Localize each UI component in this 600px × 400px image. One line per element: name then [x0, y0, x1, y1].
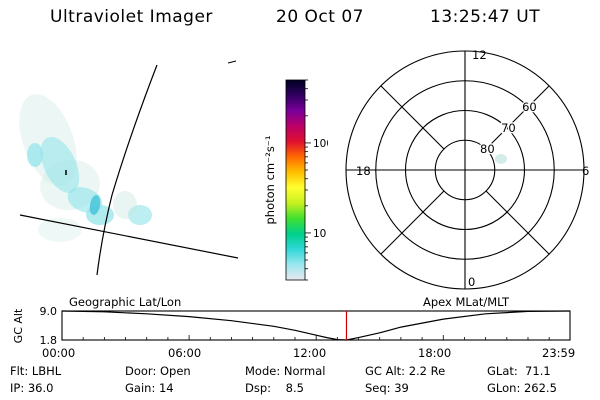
altitude-curve	[61, 310, 570, 341]
orbit-x-tick-label: 12:00	[293, 346, 326, 360]
terminator-curve	[96, 64, 158, 276]
status-row2-2: Dsp: 8.5	[245, 381, 304, 395]
date-label: 20 Oct 07	[276, 7, 364, 27]
status-row1-3: GC Alt: 2.2 Re	[365, 364, 446, 378]
aurora-emission-6	[27, 143, 43, 167]
mlat-label-70: 70	[501, 121, 516, 135]
aurora-emission-9	[113, 191, 137, 219]
colorbar: 100 10 photon cm⁻²s⁻¹	[263, 79, 328, 281]
orbit-x-tick-label: 23:59	[542, 346, 575, 360]
instrument-title: Ultraviolet Imager	[50, 7, 213, 27]
diagonal-meridian-2	[380, 190, 445, 255]
aurora-emission-8	[38, 218, 82, 242]
mlt-label-6: 6	[582, 164, 589, 178]
colorbar-scale	[285, 79, 306, 281]
status-row2-3: Seq: 39	[365, 381, 409, 395]
geographic-line	[19, 214, 239, 259]
aurora-emission-7	[89, 195, 101, 215]
coastline-fragment	[227, 60, 237, 64]
mlt-label-0: 0	[468, 275, 475, 289]
aurora-emission-5	[128, 205, 152, 225]
geographic-image-panel	[19, 60, 239, 276]
status-row2-0: IP: 36.0	[10, 381, 54, 395]
orbit-y-tick-label: 9.0	[40, 305, 58, 318]
aurora-emission-2	[40, 136, 80, 194]
diagonal-meridian-0	[485, 190, 550, 255]
status-row2-4: GLon: 262.5	[487, 381, 557, 395]
status-row1-4: GLat: 71.1	[487, 364, 551, 378]
status-row2-1: Gain: 14	[125, 381, 174, 395]
orbit-y-tick-label: 1.8	[40, 334, 58, 347]
status-row1-0: Flt: LBHL	[10, 364, 62, 378]
colorbar-label: photon cm⁻²s⁻¹	[263, 136, 277, 225]
orbit-y-label: GC Alt	[12, 308, 25, 343]
orbit-x-tick-label: 06:00	[168, 346, 201, 360]
status-row1-2: Mode: Normal	[245, 364, 326, 378]
orbit-right-title: Apex MLat/MLT	[423, 295, 510, 309]
mlt-label-12: 12	[472, 48, 487, 62]
diagonal-meridian-1	[485, 85, 550, 150]
mlat-label-80: 80	[480, 142, 495, 156]
colorbar-tick-label: 10	[313, 228, 326, 240]
orbit-x-tick-label: 00:00	[42, 346, 75, 360]
mlat-label-60: 60	[522, 100, 537, 114]
mlt-label-18: 18	[356, 164, 371, 178]
polar-emission	[495, 154, 507, 164]
orbit-x-tick-label: 18:00	[418, 346, 451, 360]
orbit-altitude-plot: 9.0 1.8 GC Alt 00:00 06:00 12:00 18:00 23:59	[12, 305, 575, 360]
colorbar-tick-label: 100	[313, 138, 328, 150]
status-row1-1: Door: Open	[125, 364, 191, 378]
orbit-left-title: Geographic Lat/Lon	[69, 295, 182, 309]
diagonal-meridian-3	[380, 85, 445, 150]
time-label: 13:25:47 UT	[430, 7, 541, 27]
